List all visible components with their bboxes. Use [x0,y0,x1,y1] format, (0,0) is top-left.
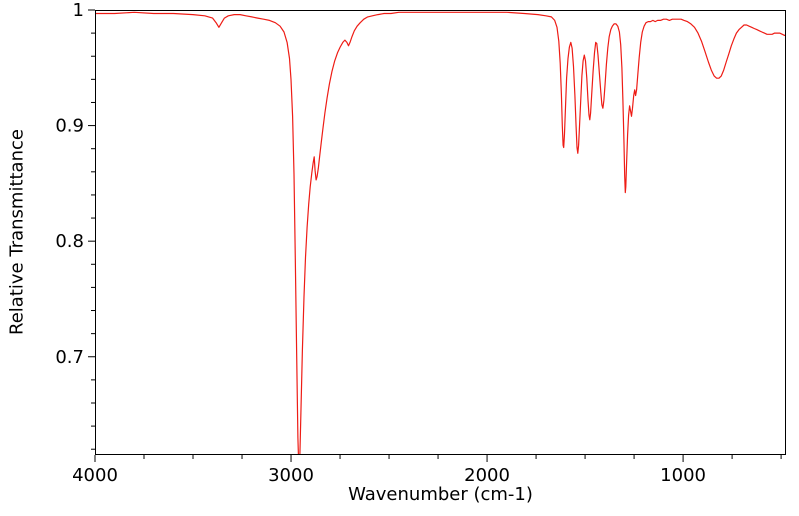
y-tick-label: 0.9 [55,116,84,137]
x-tick-label: 1000 [660,465,706,486]
y-tick-label: 0.7 [55,347,84,368]
x-tick-label: 4000 [72,465,118,486]
y-tick-label: 0.8 [55,231,84,252]
y-tick-label: 1 [73,0,84,21]
x-axis-label: Wavenumber (cm-1) [348,484,533,505]
spectrum-line [95,11,786,455]
x-tick-label: 2000 [464,465,510,486]
x-tick-label: 3000 [268,465,314,486]
plot-frame [95,10,786,455]
y-axis-label: Relative Transmittance [6,129,28,335]
